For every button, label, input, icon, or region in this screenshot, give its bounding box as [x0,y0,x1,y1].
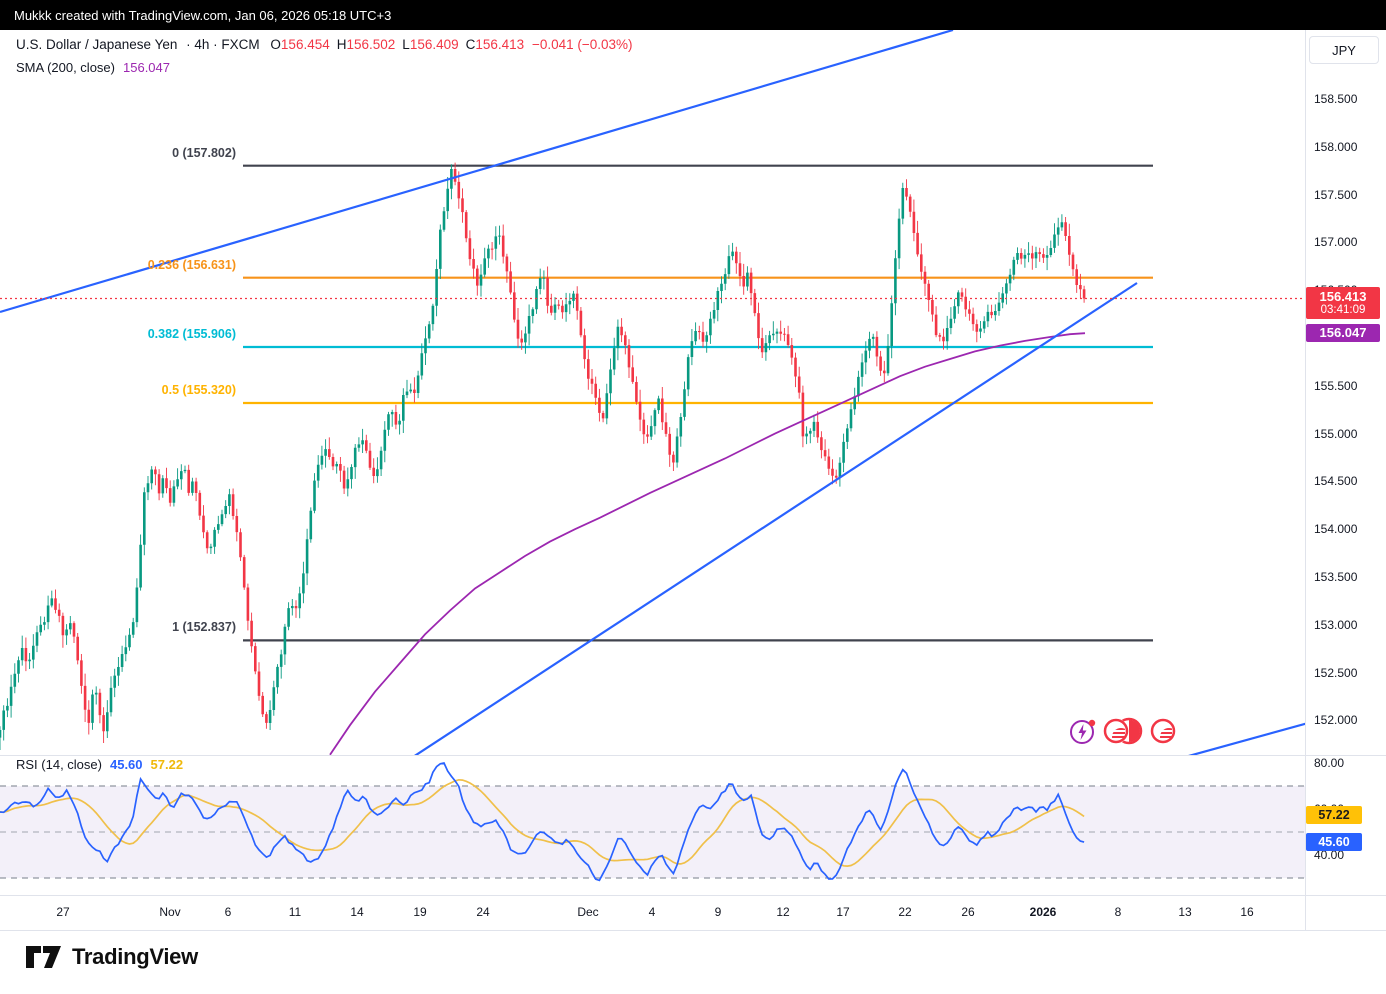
price-scale[interactable]: 158.500158.000157.500157.000156.500155.5… [1305,30,1386,930]
time-tick: 24 [476,905,490,919]
time-tick: 2026 [1029,905,1057,919]
time-tick: Nov [159,905,181,919]
ohlc-letter: H [336,37,347,52]
currency-button[interactable]: JPY [1309,36,1379,64]
symbol-meta: · 4h · FXCM [186,37,260,52]
sma-value: 156.047 [123,60,170,75]
price-tick: 158.000 [1314,139,1358,154]
last-price-value: 156.413 [1319,289,1367,304]
fib-level-label[interactable]: 1 (152.837) [172,620,236,635]
rsi-indicator-header: RSI (14, close) 45.60 57.22 [16,757,183,772]
fib-level-label[interactable]: 0.5 (155.320) [161,383,236,397]
price-tick: 157.500 [1314,187,1358,202]
attribution-bar: Mukkk created with TradingView.com, Jan … [0,0,1386,30]
bar-countdown: 03:41:09 [1320,304,1366,316]
scale-separator [1305,30,1306,930]
tradingview-logo[interactable]: TradingView [26,944,198,970]
time-tick: 11 [288,905,302,919]
time-tick: 19 [413,905,427,919]
time-tick: 22 [898,905,912,919]
tradingview-logo-text: TradingView [72,944,198,969]
rsi-ma-value: 57.22 [150,757,184,772]
attribution-text: Mukkk created with TradingView.com, Jan … [14,7,392,23]
lightning-ideas-icon[interactable] [1068,716,1098,746]
price-tick: 155.000 [1314,426,1358,441]
chart-bottom-border [0,930,1386,931]
time-tick: 14 [350,905,364,919]
price-tick: 158.500 [1314,92,1358,106]
ohlc-value: 156.413 [475,37,525,52]
time-tick: 12 [776,905,790,919]
flag-icon[interactable] [1148,716,1178,746]
rsi-price-label: 45.60 [1306,833,1362,851]
price-tick: 153.500 [1314,570,1358,584]
time-tick: 4 [648,905,656,919]
ohlc-values: O156.454 H156.502 L156.409 C156.413 [263,37,524,52]
currency-label: JPY [1332,42,1356,58]
fib-level-label[interactable]: 0.382 (155.906) [147,326,236,341]
tradingview-logo-mark [26,945,61,968]
price-tick: 157.000 [1314,235,1358,250]
ohlc-letter: C [465,37,476,52]
rsi-tick: 40.00 [1314,848,1345,862]
last-price-label: 156.413 03:41:09 [1306,287,1380,319]
ohlc-value: 156.409 [409,37,459,52]
rsi-label[interactable]: RSI (14, close) [16,757,102,772]
time-tick: 17 [836,905,850,919]
pane-separator[interactable] [0,755,1386,756]
rsi-value: 45.60 [109,757,143,772]
time-tick: 13 [1178,905,1192,919]
ohlc-letter: L [402,37,410,52]
ohlc-letter: O [270,37,281,52]
price-tick: 153.000 [1314,617,1358,632]
time-tick: 6 [224,905,232,919]
price-tick: 154.000 [1314,522,1358,537]
symbol-title[interactable]: U.S. Dollar / Japanese Yen [16,37,178,52]
fib-level-label[interactable]: 0 (157.802) [172,145,236,160]
axis-separator [0,895,1386,896]
time-tick: 16 [1240,905,1254,919]
time-tick: Dec [577,905,599,919]
rsi-tick: 80.00 [1314,756,1345,770]
chart-action-icons [1068,716,1178,746]
ohlc-value: 156.502 [346,37,396,52]
time-tick: 27 [56,905,70,919]
sma-price-label: 156.047 [1306,324,1380,342]
price-change: −0.041 (−0.03%) [531,37,633,52]
time-tick: 8 [1114,905,1122,919]
price-tick: 155.500 [1314,378,1358,393]
flags-pair-icon[interactable] [1102,716,1144,746]
price-tick: 152.500 [1314,665,1358,680]
price-tick: 152.000 [1314,713,1358,728]
sma-indicator-header: SMA (200, close) 156.047 [16,60,170,75]
time-tick: 9 [714,905,722,919]
time-tick: 26 [961,905,975,919]
symbol-header: U.S. Dollar / Japanese Yen · 4h · FXCM O… [16,37,633,52]
price-tick: 154.500 [1314,474,1358,489]
time-axis[interactable]: 27 Nov 6 11 14 19 24 Dec 4 9 12 17 22 26 2026 8 13 16 [0,895,1305,930]
fib-level-label[interactable]: 0.236 (156.631) [147,257,236,272]
rsi-ma-price-label: 57.22 [1306,806,1362,824]
ohlc-value: 156.454 [280,37,330,52]
sma-label[interactable]: SMA (200, close) [16,60,115,75]
